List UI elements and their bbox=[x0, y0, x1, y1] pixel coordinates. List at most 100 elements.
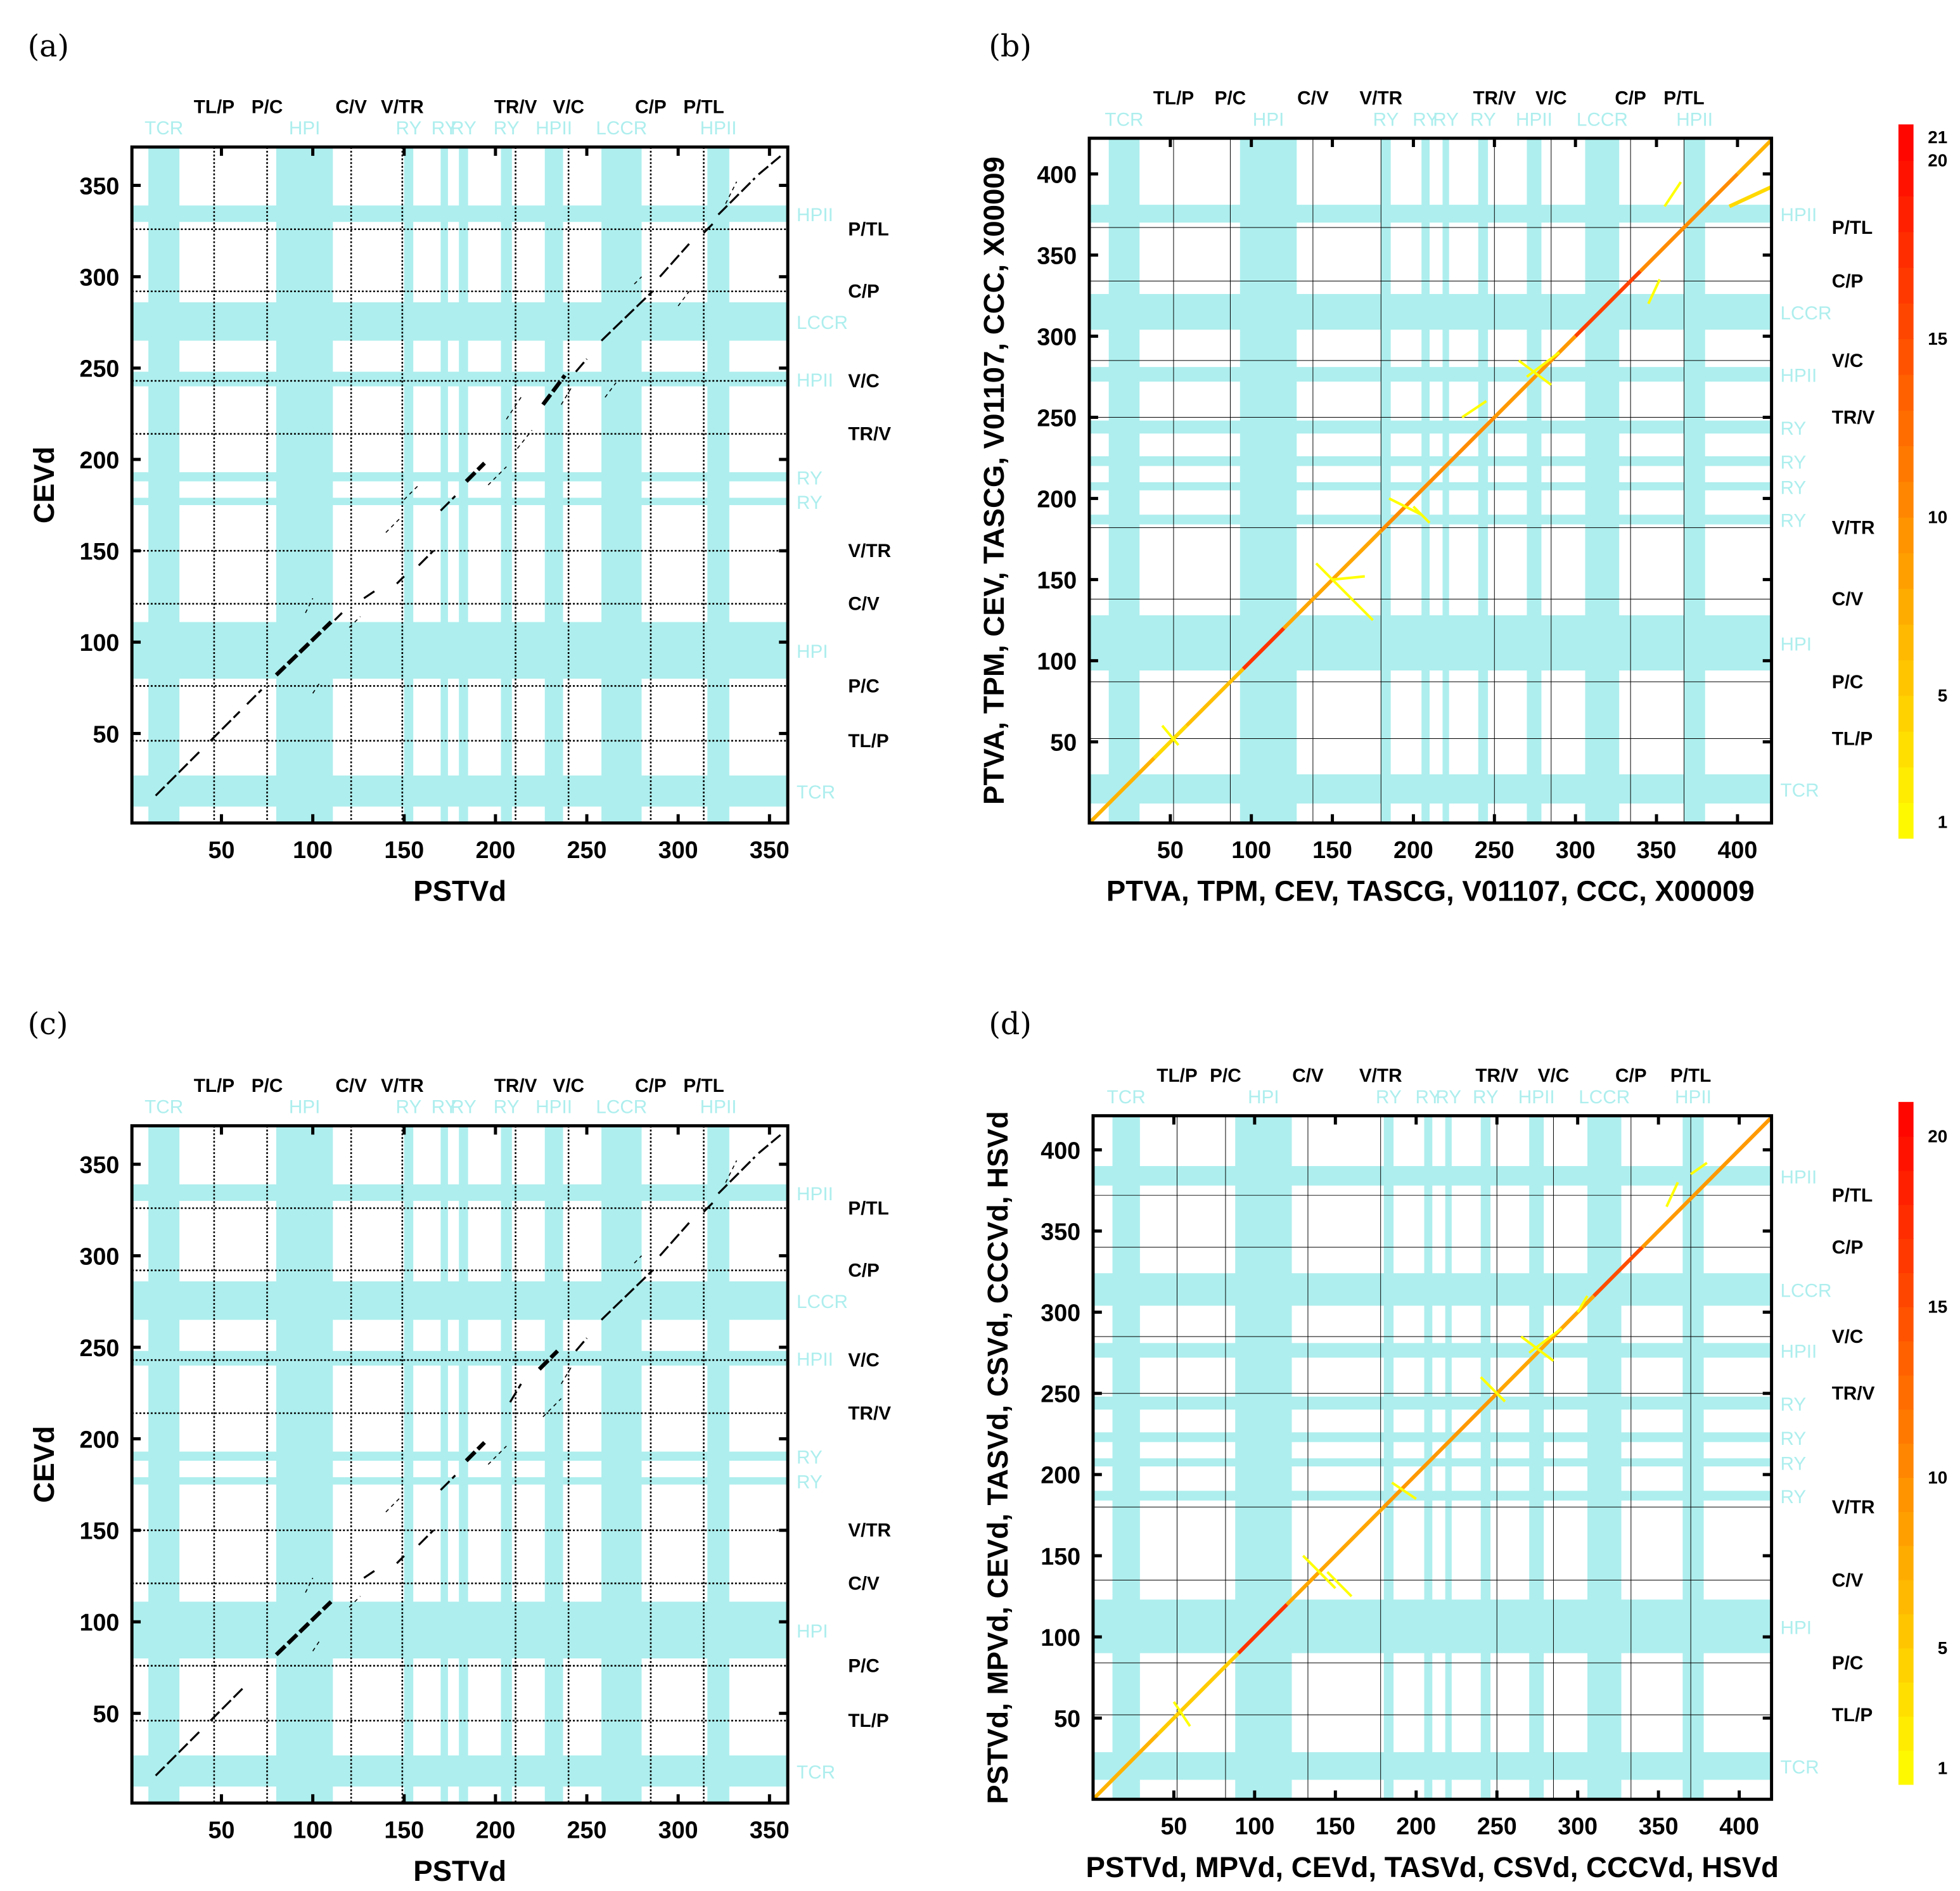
dot-segment bbox=[396, 575, 405, 585]
y-axis-label: PSTVd, MPVd, CEVd, TASVd, CSVd, CCCVd, H… bbox=[982, 1111, 1014, 1804]
band-label-top: HPI bbox=[1253, 109, 1284, 130]
dot-segment bbox=[541, 374, 567, 406]
x-tick-label: 150 bbox=[1312, 837, 1352, 863]
dot-segment bbox=[312, 1639, 321, 1651]
colorbar-step bbox=[1898, 1648, 1914, 1683]
band-hpii-vertical bbox=[1529, 1115, 1544, 1800]
x-tick-label: 200 bbox=[475, 837, 515, 863]
band-tcr-vertical bbox=[148, 146, 180, 823]
band-label-top: RY bbox=[1470, 109, 1496, 130]
dot-segment bbox=[418, 550, 434, 567]
y-tick-label: 100 bbox=[80, 629, 120, 656]
x-tick-label: 350 bbox=[1639, 1813, 1679, 1840]
band-hpii-horizontal bbox=[1089, 367, 1772, 382]
band-label-right: HPI bbox=[797, 1621, 828, 1642]
colorbar-step bbox=[1898, 588, 1914, 625]
domain-label-right: P/C bbox=[848, 1655, 880, 1676]
dot-segment bbox=[305, 598, 314, 613]
domain-label-right: C/V bbox=[848, 1574, 880, 1594]
domain-label-top: V/C bbox=[1535, 88, 1567, 109]
band-label-top: HPII bbox=[535, 118, 572, 139]
band-label-top: RY bbox=[494, 118, 520, 139]
colorbar-step bbox=[1898, 659, 1914, 696]
band-label-right: LCCR bbox=[1780, 1281, 1831, 1302]
band-label-top: RY bbox=[1416, 1087, 1442, 1108]
domain-label-right: TL/P bbox=[848, 1710, 888, 1731]
y-tick-label: 250 bbox=[80, 356, 120, 382]
domain-label-top: P/C bbox=[252, 96, 283, 117]
band-hpii-horizontal bbox=[132, 371, 788, 387]
band-label-top: TCR bbox=[144, 118, 183, 139]
colorbar-tick-label: 15 bbox=[1928, 1297, 1947, 1317]
domain-label-top: C/P bbox=[1615, 1065, 1647, 1086]
domain-label-top: C/P bbox=[635, 96, 667, 117]
band-label-top: RY bbox=[432, 118, 458, 139]
y-tick-label: 100 bbox=[80, 1609, 120, 1636]
domain-label-right: P/C bbox=[1832, 672, 1864, 693]
dot-segment bbox=[1592, 1246, 1644, 1298]
dot-segment bbox=[1185, 667, 1245, 728]
x-tick-label: 200 bbox=[475, 1817, 515, 1843]
colorbar-step bbox=[1898, 409, 1914, 447]
y-tick-label: 300 bbox=[1041, 1300, 1080, 1326]
y-axis-label: CEVd bbox=[28, 1426, 60, 1503]
domain-label-top: P/C bbox=[252, 1075, 283, 1096]
colorbar-step bbox=[1898, 1409, 1914, 1444]
dot-segment bbox=[1153, 724, 1188, 760]
colorbar-step bbox=[1898, 1579, 1914, 1615]
plot-area bbox=[1092, 1115, 1772, 1800]
dot-segment bbox=[1391, 1482, 1417, 1500]
x-axis-label: PTVA, TPM, CEV, TASCG, V01107, CCC, X000… bbox=[1106, 875, 1755, 907]
y-tick-label: 100 bbox=[1041, 1624, 1080, 1651]
band-hpi-vertical bbox=[1235, 1115, 1292, 1800]
domain-label-top: V/TR bbox=[381, 1075, 424, 1096]
dot-segment bbox=[404, 484, 420, 500]
dot-segment bbox=[1647, 279, 1661, 305]
y-tick-label: 350 bbox=[1041, 1218, 1080, 1245]
dot-segment bbox=[1241, 627, 1285, 670]
domain-label-right: P/TL bbox=[1832, 1185, 1873, 1206]
x-tick-label: 250 bbox=[1475, 837, 1515, 863]
band-label-top: HPI bbox=[289, 1097, 321, 1118]
domain-label-right: V/C bbox=[1832, 350, 1864, 371]
domain-label-right: P/C bbox=[1832, 1653, 1864, 1674]
band-label-right: HPII bbox=[1780, 205, 1817, 226]
dot-segment bbox=[1326, 1571, 1353, 1598]
colorbar-step bbox=[1898, 1511, 1914, 1546]
colorbar-tick-label: 1 bbox=[1938, 1759, 1947, 1778]
plot-area bbox=[132, 1125, 788, 1804]
x-tick-label: 50 bbox=[208, 1817, 235, 1843]
x-tick-label: 50 bbox=[1160, 1813, 1187, 1840]
band-label-right: HPII bbox=[797, 205, 833, 226]
dot-segment bbox=[440, 1475, 456, 1491]
band-label-top: HPII bbox=[1518, 1087, 1555, 1108]
plot-frame bbox=[1091, 1114, 1774, 1801]
colorbar-step bbox=[1898, 446, 1914, 482]
y-tick-label: 200 bbox=[1041, 1462, 1080, 1489]
domain-label-right: V/TR bbox=[1832, 518, 1875, 539]
dot-segment bbox=[385, 517, 401, 533]
dot-segment bbox=[1388, 497, 1423, 516]
dot-segment bbox=[703, 221, 715, 234]
band-ry-vertical bbox=[459, 1125, 468, 1804]
domain-label-right: P/TL bbox=[848, 1198, 888, 1219]
dot-segment bbox=[1728, 185, 1772, 208]
band-label-right: LCCR bbox=[797, 312, 848, 333]
domain-label-right: V/TR bbox=[848, 1520, 891, 1541]
band-hpi-horizontal bbox=[1092, 1599, 1772, 1653]
x-tick-label: 300 bbox=[658, 1817, 698, 1843]
domain-label-top: V/C bbox=[553, 1075, 584, 1096]
y-tick-label: 200 bbox=[80, 447, 120, 473]
domain-label-top: TR/V bbox=[1473, 88, 1516, 109]
band-label-right: TCR bbox=[797, 1762, 835, 1783]
domain-label-right: C/V bbox=[1832, 589, 1864, 610]
dot-segment bbox=[509, 1383, 522, 1403]
band-label-right: RY bbox=[1780, 511, 1806, 532]
domain-label-right: TR/V bbox=[1832, 407, 1875, 428]
band-tcr-vertical bbox=[1108, 138, 1140, 823]
domain-label-top: P/C bbox=[1215, 88, 1246, 109]
band-label-right: RY bbox=[797, 1472, 823, 1493]
band-label-top: RY bbox=[1473, 1087, 1499, 1108]
dot-segment bbox=[1302, 1554, 1336, 1589]
colorbar-tick-label: 1 bbox=[1938, 812, 1947, 832]
